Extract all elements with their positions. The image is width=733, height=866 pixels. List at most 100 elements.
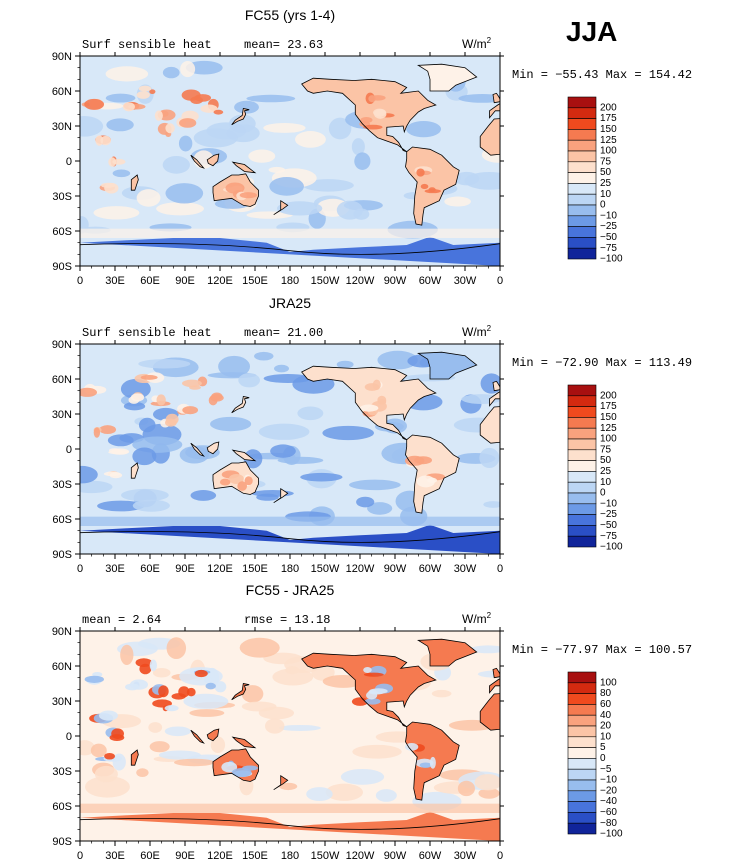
- lon-tick-label: 0: [497, 275, 503, 287]
- coastline-namerica: [301, 365, 437, 441]
- colorbar-swatch: [567, 449, 597, 461]
- colorbar-level-label: 10: [600, 477, 612, 488]
- colorbar-swatch: [567, 427, 597, 440]
- colorbar-swatch: [567, 812, 597, 824]
- colorbar-swatch: [567, 768, 597, 781]
- land-samerica: [405, 147, 460, 226]
- coastline-japan: [231, 683, 250, 701]
- colorbar-level-label: −5: [600, 764, 612, 775]
- land-newguinea: [232, 162, 255, 173]
- land-contour-patch: [404, 743, 419, 751]
- lon-tick-label: 120E: [207, 563, 233, 575]
- colorbar-swatch: [567, 139, 597, 152]
- land-contour-patch: [424, 189, 441, 194]
- land-contour-patch: [214, 681, 227, 693]
- colorbar-swatch: [567, 247, 597, 260]
- land-contour-patch: [93, 427, 101, 438]
- ocean-contour-patch: [276, 201, 323, 216]
- colorbar-swatch: [567, 107, 597, 119]
- min-max-stats: Min = −77.97 Max = 100.57: [512, 643, 692, 657]
- land-contour-patch: [112, 158, 126, 165]
- land-contour-patch: [135, 658, 153, 667]
- lon-tick-label: 60E: [140, 563, 160, 575]
- coastline-nz: [273, 774, 289, 791]
- panel-center-label: rmse = 13.18: [244, 613, 330, 627]
- lat-tick-label: 30S: [52, 191, 72, 203]
- land-contour-patch: [179, 118, 197, 128]
- colorbar-level-label: −10: [600, 210, 617, 221]
- lon-tick-label: 60E: [140, 850, 160, 862]
- land-contour-patch: [363, 667, 372, 673]
- land-contour-patch: [360, 116, 373, 123]
- land-contour-patch: [364, 698, 381, 705]
- land-contour-patch: [373, 108, 387, 117]
- colorbar-swatch: [567, 822, 597, 835]
- land-contour-patch: [420, 183, 429, 190]
- ocean-contour-patch: [356, 496, 375, 508]
- ocean-contour-patch: [178, 135, 193, 152]
- lat-tick-label: 30N: [52, 121, 72, 133]
- lon-tick-label: 90W: [384, 850, 407, 862]
- colorbar-level-label: 200: [600, 390, 617, 401]
- lon-tick-label: 90W: [384, 563, 407, 575]
- land-contour-patch: [429, 756, 436, 769]
- colorbar-swatch: [567, 417, 597, 429]
- land-contour-patch: [228, 473, 244, 484]
- map-field: [80, 631, 500, 841]
- lon-tick-label: 0: [77, 563, 83, 575]
- ocean-contour-patch: [132, 447, 157, 466]
- land-africa: [480, 693, 500, 731]
- ocean-contour-patch: [295, 131, 326, 148]
- ocean-contour-patch: [263, 373, 313, 384]
- ocean-contour-patch: [328, 117, 352, 140]
- colorbar-level-label: 0: [600, 200, 606, 211]
- lat-tick-label: 60N: [52, 374, 72, 386]
- colorbar-level-label: 150: [600, 412, 617, 423]
- land-contour-patch: [416, 475, 435, 488]
- land-contour-patch: [130, 393, 145, 402]
- ocean-contour-patch: [274, 364, 290, 373]
- land-contour-patch: [203, 676, 212, 684]
- colorbar-level-label: 40: [600, 710, 612, 721]
- land-contour-patch: [108, 157, 117, 167]
- coastline-samerica: [405, 721, 460, 801]
- coastline-sumatra: [190, 442, 205, 457]
- coastline-sumatra: [190, 154, 205, 169]
- coastline-newguinea: [231, 449, 257, 462]
- colorbar-level-label: −100: [600, 542, 623, 553]
- colorbar-level-label: 75: [600, 156, 612, 167]
- coastline-samerica: [405, 146, 460, 226]
- lon-tick-label: 30E: [105, 275, 125, 287]
- colorbar-level-label: 125: [600, 423, 617, 434]
- colorbar-swatch: [567, 503, 597, 515]
- ocean-contour-patch: [297, 406, 324, 421]
- ocean-contour-patch: [458, 93, 500, 103]
- colorbar-level-label: 175: [600, 113, 617, 124]
- land-contour-patch: [95, 135, 104, 146]
- ocean-contour-patch: [97, 500, 145, 512]
- colorbar-swatch: [567, 406, 597, 418]
- land-contour-patch: [190, 96, 203, 104]
- coastline-australia: [212, 748, 259, 782]
- land-newguinea: [232, 737, 255, 748]
- colorbar-swatch: [567, 226, 597, 238]
- lon-tick-label: 30W: [454, 563, 477, 575]
- coastline-newguinea: [231, 161, 257, 174]
- lon-tick-label: 30W: [454, 275, 477, 287]
- lon-tick-label: 90E: [175, 850, 195, 862]
- land-contour-patch: [154, 110, 163, 121]
- ocean-contour-patch: [90, 743, 107, 758]
- ocean-contour-patch: [457, 780, 475, 797]
- lat-tick-label: 0: [66, 731, 72, 743]
- land-contour-patch: [125, 683, 140, 691]
- ocean-contour-patch: [180, 61, 196, 78]
- ocean-contour-patch: [256, 493, 279, 501]
- colorbar-level-label: 0: [600, 753, 606, 764]
- colorbar-swatch: [567, 525, 597, 537]
- colorbar-level-label: 50: [600, 167, 612, 178]
- land-contour-patch: [99, 425, 117, 435]
- coastline-namerica: [301, 652, 437, 728]
- ocean-contour-patch: [165, 183, 204, 204]
- ocean-contour-patch: [478, 787, 500, 799]
- ocean-contour-patch: [136, 768, 149, 778]
